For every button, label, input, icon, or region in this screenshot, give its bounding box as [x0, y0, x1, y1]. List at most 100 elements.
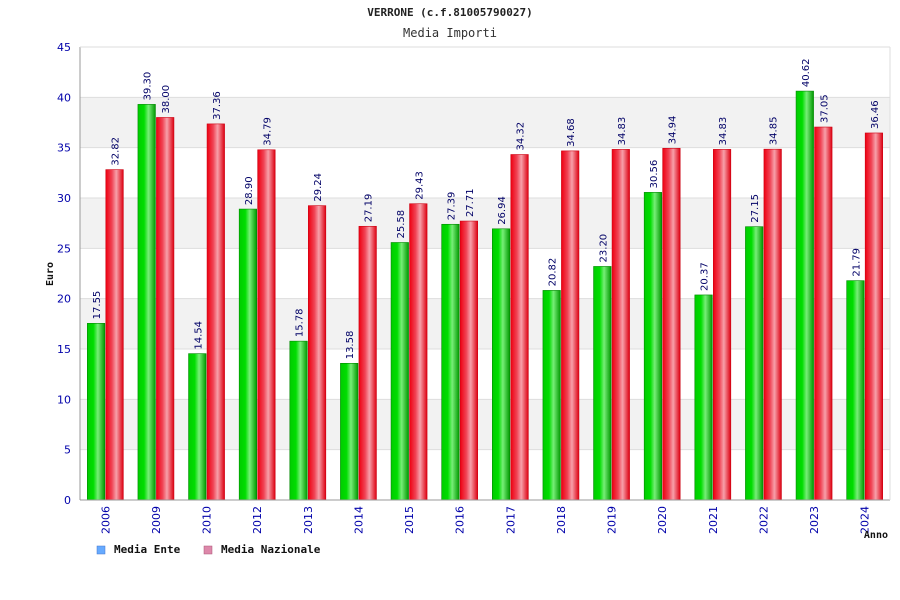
- data-label: 32.82: [111, 137, 122, 166]
- data-label: 34.83: [617, 117, 628, 146]
- x-tick-label: 2016: [454, 506, 467, 534]
- legend: Media Ente Media Nazionale: [96, 543, 321, 556]
- bar-media-ente: [643, 192, 662, 501]
- y-tick-label: 15: [57, 343, 71, 356]
- x-tick-label: 2021: [707, 506, 720, 534]
- data-label: 40.62: [801, 58, 812, 87]
- data-label: 37.36: [212, 91, 223, 120]
- x-tick-label: 2020: [656, 506, 669, 534]
- data-label: 13.58: [345, 331, 356, 360]
- x-tick-label: 2006: [99, 506, 112, 534]
- bar-media-nazionale: [156, 117, 175, 501]
- bar-media-nazionale: [713, 149, 732, 501]
- bar-media-nazionale: [206, 123, 225, 501]
- x-axis-title: Anno: [864, 530, 888, 541]
- x-tick-label: 2014: [352, 506, 365, 534]
- data-label: 34.68: [566, 118, 577, 147]
- data-label: 36.46: [870, 100, 881, 129]
- x-tick-label: 2017: [504, 506, 517, 534]
- data-label: 29.24: [313, 173, 324, 202]
- bar-media-ente: [593, 266, 612, 501]
- bar-media-nazionale: [662, 147, 681, 501]
- axes: [79, 46, 891, 501]
- bar-media-nazionale: [611, 149, 630, 501]
- x-tick-label: 2019: [606, 506, 619, 534]
- data-label: 27.15: [750, 194, 761, 223]
- data-label: 29.43: [414, 171, 425, 200]
- data-labels: 17.55 32.82 39.30 38.00 14.54 37.36 28.90 34.79…: [92, 58, 881, 359]
- chart-subtitle: Media Importi: [403, 26, 497, 40]
- bar-media-ente: [340, 362, 359, 501]
- bar-media-ente: [492, 228, 511, 501]
- data-label: 27.71: [465, 188, 476, 217]
- x-tick-label: 2013: [302, 506, 315, 534]
- bar-media-nazionale: [763, 148, 782, 501]
- bar-media-ente: [289, 340, 308, 501]
- data-label: 27.39: [446, 192, 457, 221]
- bar-media-ente: [542, 290, 561, 501]
- x-tick-label: 2022: [757, 506, 770, 534]
- legend-swatch-media-nazionale: [203, 545, 213, 555]
- x-tick-label: 2018: [555, 506, 568, 534]
- x-tick-label: 2023: [808, 506, 821, 534]
- bar-media-ente: [795, 90, 814, 501]
- plot-band: [80, 47, 890, 98]
- legend-swatch-media-ente: [96, 545, 106, 555]
- data-label: 34.79: [262, 117, 273, 146]
- y-tick-label: 40: [57, 91, 71, 104]
- y-tick-label: 25: [57, 242, 71, 255]
- y-axis-title: Euro: [45, 262, 56, 286]
- x-tick-label: 2010: [201, 506, 214, 534]
- bars: [87, 90, 883, 501]
- x-tick-label: 2009: [150, 506, 163, 534]
- bar-media-nazionale: [459, 220, 478, 501]
- x-tick-label: 2024: [859, 506, 872, 534]
- bar-media-ente: [441, 223, 460, 501]
- legend-label-media-nazionale: Media Nazionale: [221, 543, 321, 556]
- data-label: 15.78: [295, 309, 306, 338]
- data-label: 34.85: [769, 117, 780, 146]
- bar-media-nazionale: [358, 225, 377, 501]
- y-tick-label: 10: [57, 393, 71, 406]
- y-tick-label: 30: [57, 192, 71, 205]
- bar-media-ente: [87, 323, 106, 501]
- data-label: 23.20: [598, 234, 609, 263]
- y-tick-label: 0: [64, 494, 71, 507]
- legend-label-media-ente: Media Ente: [114, 543, 181, 556]
- data-label: 37.05: [819, 94, 830, 123]
- chart-title: VERRONE (c.f.81005790027): [367, 6, 533, 19]
- bar-media-nazionale: [105, 169, 124, 501]
- data-label: 14.54: [193, 321, 204, 350]
- data-label: 21.79: [851, 248, 862, 277]
- data-label: 38.00: [161, 85, 172, 114]
- bar-media-ente: [238, 208, 257, 501]
- y-tick-label: 5: [64, 444, 71, 457]
- bar-media-nazionale: [308, 205, 327, 501]
- bar-media-ente: [694, 294, 713, 501]
- bar-media-nazionale: [409, 203, 428, 501]
- data-label: 34.83: [718, 117, 729, 146]
- data-label: 39.30: [143, 72, 154, 101]
- bar-media-ente: [745, 226, 764, 501]
- y-tick-label: 20: [57, 293, 71, 306]
- data-label: 34.32: [516, 122, 527, 151]
- bar-media-ente: [846, 280, 865, 501]
- data-label: 20.37: [700, 262, 711, 291]
- x-tick-label: 2015: [403, 506, 416, 534]
- bar-media-ente: [137, 104, 156, 501]
- data-label: 17.55: [92, 291, 103, 320]
- bar-media-nazionale: [510, 154, 529, 501]
- bar-media-ente: [188, 353, 207, 501]
- x-tick-label: 2012: [251, 506, 264, 534]
- data-label: 25.58: [396, 210, 407, 239]
- data-label: 28.90: [244, 176, 255, 205]
- bar-media-ente: [390, 242, 409, 501]
- data-label: 27.19: [364, 194, 375, 223]
- y-tick-label: 45: [57, 41, 71, 54]
- bar-media-nazionale: [864, 132, 883, 501]
- data-label: 26.94: [497, 196, 508, 225]
- bar-media-nazionale: [561, 150, 580, 501]
- y-tick-label: 35: [57, 142, 71, 155]
